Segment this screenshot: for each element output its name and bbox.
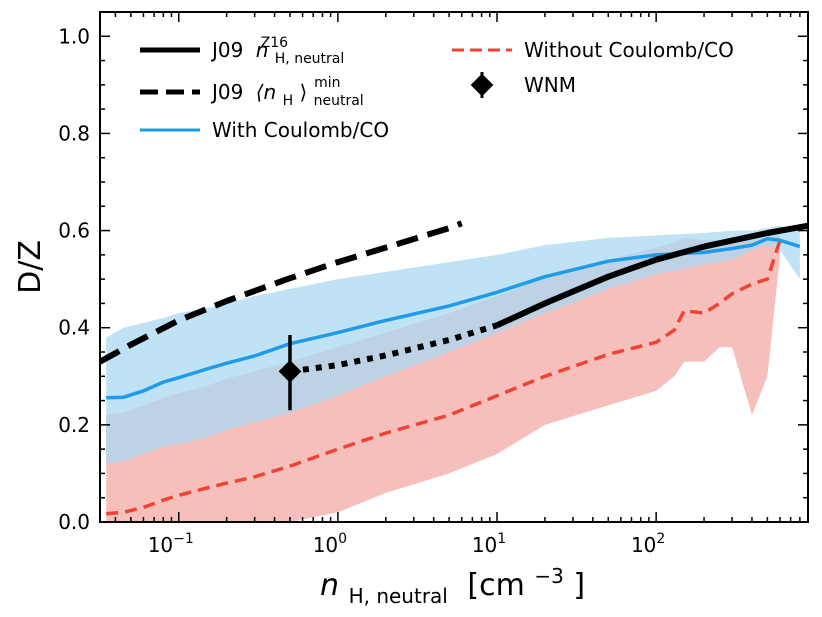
y-tick-label: 0.8	[58, 121, 90, 145]
series-j09-z16-line	[495, 222, 808, 329]
legend-label-without-coulomb: Without Coulomb/CO	[524, 38, 734, 62]
legend-label-wnm: WNM	[524, 73, 576, 97]
band-with-coulomb	[106, 225, 800, 464]
x-axis-title: n H, neutral [cm −3 ]	[320, 556, 585, 611]
series-with-coulomb-line	[106, 237, 801, 400]
y-tick-label: 0.4	[58, 316, 90, 340]
y-tick-label: 0.0	[58, 510, 90, 534]
wnm-point	[278, 360, 302, 383]
series-without-coulomb-line	[106, 239, 782, 516]
series-j09-min-line	[100, 220, 463, 365]
plot-frame	[99, 11, 809, 523]
legend-swatch-wnm-marker	[470, 73, 494, 97]
y-tick-label: 0.6	[58, 219, 90, 243]
y-axis-title: D/Z	[13, 240, 48, 294]
legend-label-j09-min: J09 ⟨n H ⟩ neutral min	[210, 75, 370, 110]
band-without-coulomb	[106, 235, 780, 522]
x-tick-label: 100	[313, 531, 347, 557]
x-tick-label: 10−1	[148, 531, 194, 557]
legend-label-with-coulomb: With Coulomb/CO	[212, 118, 389, 142]
x-tick-label: 102	[631, 531, 665, 557]
y-tick-label: 1.0	[58, 24, 90, 48]
x-tick-label: 101	[472, 531, 506, 557]
legend: J09 n H, neutral Z16 J09 ⟨n H ⟩ neutral …	[140, 35, 734, 142]
y-tick-label: 0.2	[58, 413, 90, 437]
legend-label-j09-z16: J09 n H, neutral Z16	[210, 35, 351, 68]
